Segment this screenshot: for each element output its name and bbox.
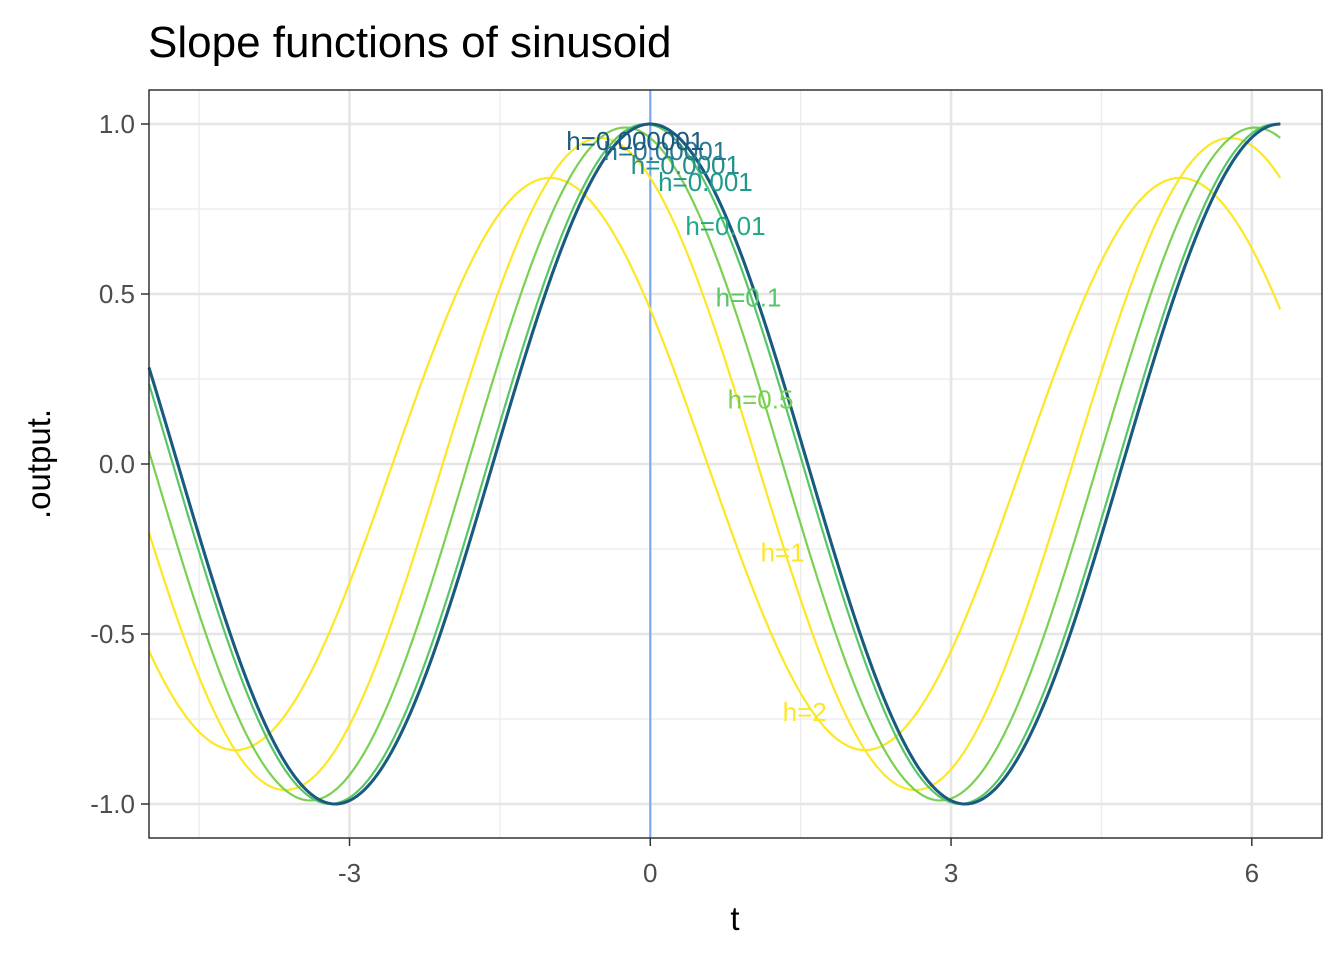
y-tick-label: -0.5 [90, 619, 135, 649]
curve-label: h=0.001 [658, 167, 753, 197]
x-axis-title: t [730, 900, 739, 937]
y-axis: -1.0 -0.5 0.0 0.5 1.0 [90, 109, 149, 819]
y-tick-label: 0.5 [99, 279, 135, 309]
chart-title: Slope functions of sinusoid [148, 18, 671, 67]
series-line-h=1 [147, 136, 1282, 792]
y-axis-title: .output. [20, 409, 57, 519]
curve-label: h=0.000001 [566, 126, 704, 156]
series-line-h=2 [148, 176, 1282, 752]
curve-label: h=2 [783, 697, 827, 727]
curve-label: h=1 [761, 537, 805, 567]
y-tick-label: -1.0 [90, 789, 135, 819]
curve-label: h=0.01 [685, 211, 765, 241]
x-tick-label: 0 [643, 858, 657, 888]
x-tick-label: -3 [338, 858, 361, 888]
curve-label: h=0.0001 [631, 150, 740, 180]
curve-label: h=0.1 [716, 282, 782, 312]
curve-label: h=0.00001 [604, 136, 728, 166]
series-layer [147, 122, 1282, 806]
series-line-h=0.5 [147, 126, 1281, 802]
curve-label: h=0.5 [728, 384, 794, 414]
curve-label-layer: h=2 h=1 h=0.5 h=0.1 h=0.01 h=0.001h=0.0001h=0… [566, 126, 827, 727]
x-tick-label: 6 [1245, 858, 1259, 888]
series-line-h=0.000001 [147, 122, 1281, 806]
x-tick-label: 3 [944, 858, 958, 888]
x-axis: -3 0 3 6 [338, 838, 1259, 888]
y-tick-label: 1.0 [99, 109, 135, 139]
y-tick-label: 0.0 [99, 449, 135, 479]
